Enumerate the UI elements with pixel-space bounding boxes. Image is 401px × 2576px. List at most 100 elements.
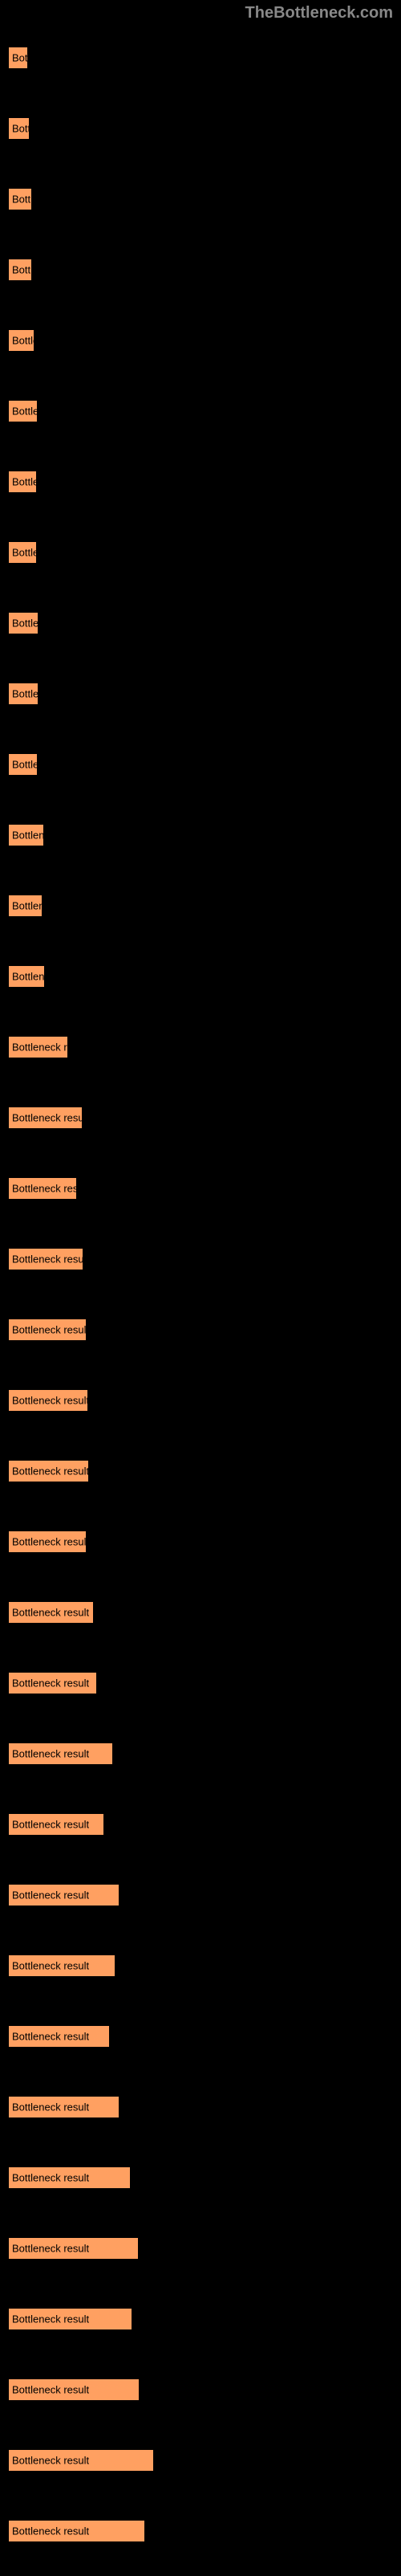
bar-row: Bottleneck result	[8, 943, 393, 1013]
bar-label: Bottleneck result	[12, 1112, 82, 1124]
chart-bar: Bottleneck result	[8, 1884, 119, 1906]
bar-row: Bottleneck result	[8, 377, 393, 448]
bar-label: Bottleneck result	[12, 1677, 89, 1689]
bar-row: Bottleneck result	[8, 2285, 393, 2356]
bar-row: Bottleneck result	[8, 2073, 393, 2144]
bar-label: Bottleneck result	[12, 2172, 89, 2184]
bar-label: Bottleneck result	[12, 618, 38, 630]
chart-bar: Bottleneck result	[8, 1389, 88, 1412]
chart-bar: Bottleneck result	[8, 1248, 83, 1270]
bar-label: Bottleneck result	[12, 194, 31, 206]
chart-bar: Bottleneck result	[8, 753, 38, 776]
bar-label: Bottleneck result	[12, 900, 42, 912]
bar-row: Bottleneck result	[8, 165, 393, 236]
chart-bar: Bottleneck result	[8, 1460, 89, 1482]
bar-row: Bottleneck result	[8, 1649, 393, 1720]
bar-label: Bottleneck result	[12, 2384, 89, 2396]
chart-bar: Bottleneck result	[8, 824, 44, 846]
bar-row: Bottleneck result	[8, 1791, 393, 1861]
bar-row: Bottleneck result	[8, 872, 393, 943]
bar-row: Bottleneck result	[8, 95, 393, 165]
bar-row: Bottleneck result	[8, 1225, 393, 1296]
bar-row: Bottleneck result	[8, 24, 393, 95]
bar-label: Bottleneck result	[12, 406, 37, 418]
bar-label: Bottleneck result	[12, 1889, 89, 1901]
bar-label: Bottleneck result	[12, 829, 43, 842]
chart-bar: Bottleneck result	[8, 683, 38, 705]
bar-label: Bottleneck result	[12, 2313, 89, 2325]
chart-bar: Bottleneck result	[8, 1319, 87, 1341]
bar-row: Bottleneck result	[8, 2497, 393, 2568]
bar-row: Bottleneck result	[8, 1013, 393, 1084]
chart-bar: Bottleneck result	[8, 2025, 110, 2048]
chart-bar: Bottleneck result	[8, 471, 37, 493]
bar-row: Bottleneck result	[8, 1932, 393, 2003]
bar-label: Bottleneck result	[12, 2101, 89, 2113]
watermark-text: TheBottleneck.com	[245, 4, 393, 22]
chart-bar: Bottleneck result	[8, 2308, 132, 2330]
bar-row: Bottleneck result	[8, 448, 393, 519]
chart-bar: Bottleneck result	[8, 541, 37, 564]
chart-bar: Bottleneck result	[8, 2378, 140, 2401]
bar-label: Bottleneck result	[12, 123, 29, 135]
bar-label: Bottleneck result	[12, 1324, 86, 1336]
chart-bar: Bottleneck result	[8, 2096, 119, 2118]
bar-row: Bottleneck result	[8, 1720, 393, 1791]
bar-label: Bottleneck result	[12, 264, 31, 276]
bar-label: Bottleneck result	[12, 335, 34, 347]
bar-label: Bottleneck result	[12, 2455, 89, 2467]
chart-bar: Bottleneck result	[8, 2166, 131, 2189]
chart-bar: Bottleneck result	[8, 2237, 139, 2260]
bar-row: Bottleneck result	[8, 2356, 393, 2427]
bar-label: Bottleneck result	[12, 759, 37, 771]
chart-bar: Bottleneck result	[8, 1177, 77, 1200]
chart-bar: Bottleneck result	[8, 2449, 154, 2472]
bar-label: Bottleneck result	[12, 1183, 76, 1195]
bar-label: Bottleneck result	[12, 1748, 89, 1760]
bars-container: Bottleneck result Bottleneck result Bottle…	[8, 24, 393, 2568]
bar-label: Bottleneck result	[12, 1960, 89, 1972]
chart-bar: Bottleneck result	[8, 1601, 94, 1624]
chart-bar: Bottleneck result	[8, 1107, 83, 1129]
chart-bar: Bottleneck result	[8, 1672, 97, 1694]
bar-label: Bottleneck result	[12, 1536, 86, 1548]
bar-row: Bottleneck result	[8, 519, 393, 589]
chart-bar: Bottleneck result	[8, 47, 28, 69]
chart-bar: Bottleneck result	[8, 2520, 145, 2542]
chart-bar: Bottleneck result	[8, 1742, 113, 1765]
bar-row: Bottleneck result	[8, 1437, 393, 1508]
bar-label: Bottleneck result	[12, 971, 44, 983]
bar-row: Bottleneck result	[8, 1084, 393, 1155]
bar-row: Bottleneck result	[8, 1155, 393, 1225]
bar-row: Bottleneck result	[8, 589, 393, 660]
bar-label: Bottleneck result	[12, 688, 38, 700]
chart-bar: Bottleneck result	[8, 1531, 87, 1553]
bar-label: Bottleneck result	[12, 1041, 67, 1054]
bar-label: Bottleneck result	[12, 1465, 88, 1478]
bar-row: Bottleneck result	[8, 1296, 393, 1367]
chart-bar: Bottleneck result	[8, 259, 32, 281]
chart-bar: Bottleneck result	[8, 117, 30, 140]
bar-row: Bottleneck result	[8, 2003, 393, 2073]
bar-label: Bottleneck result	[12, 2525, 89, 2537]
bar-label: Bottleneck result	[12, 1253, 83, 1266]
chart-bar: Bottleneck result	[8, 1954, 115, 1977]
bar-row: Bottleneck result	[8, 236, 393, 307]
bar-row: Bottleneck result	[8, 2215, 393, 2285]
bar-label: Bottleneck result	[12, 476, 36, 488]
bar-row: Bottleneck result	[8, 307, 393, 377]
chart-bar: Bottleneck result	[8, 400, 38, 422]
bar-row: Bottleneck result	[8, 1861, 393, 1932]
chart-bar: Bottleneck result	[8, 965, 45, 988]
bar-row: Bottleneck result	[8, 1367, 393, 1437]
bar-label: Bottleneck result	[12, 2243, 89, 2255]
bar-label: Bottleneck result	[12, 52, 27, 64]
bar-label: Bottleneck result	[12, 2031, 89, 2043]
chart-bar: Bottleneck result	[8, 188, 32, 210]
chart-bar: Bottleneck result	[8, 895, 43, 917]
bar-row: Bottleneck result	[8, 1508, 393, 1579]
bar-label: Bottleneck result	[12, 547, 36, 559]
bar-label: Bottleneck result	[12, 1819, 89, 1831]
bar-row: Bottleneck result	[8, 801, 393, 872]
chart-container: Bottleneck result Bottleneck result Bottle…	[0, 0, 401, 2576]
